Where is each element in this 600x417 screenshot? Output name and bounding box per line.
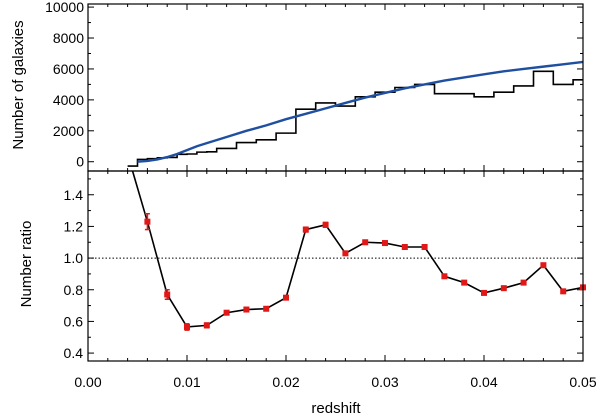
ratio-point	[184, 323, 190, 330]
bottom-plot-frame	[87, 170, 584, 362]
top-y-tick-label: 6000	[53, 61, 84, 77]
bottom-y-tick-label: 0.8	[64, 282, 84, 298]
top-y-tick-label: 8000	[53, 30, 84, 46]
ratio-point	[560, 288, 567, 295]
histogram-series	[127, 70, 583, 167]
top-y-tick-label: 0	[76, 154, 84, 170]
x-tick-label: 0.04	[470, 374, 497, 390]
ratio-line-series	[131, 170, 584, 328]
x-tick-label: 0.03	[371, 374, 398, 390]
x-tick-label: 0.00	[74, 374, 101, 390]
ratio-point	[461, 279, 468, 286]
x-tick-label: 0.01	[173, 374, 200, 390]
bottom-ylabel: Number ratio	[18, 221, 35, 308]
ratio-point	[243, 306, 250, 313]
ratio-point	[203, 322, 210, 329]
ratio-point	[283, 294, 289, 301]
bottom-y-tick-label: 0.6	[64, 313, 84, 329]
ratio-point	[223, 309, 230, 316]
top-panel: 0 2000 4000 6000 8000 10000	[45, 0, 584, 172]
ratio-point	[302, 226, 309, 233]
x-tick-label: 0.05	[569, 374, 596, 390]
ratio-point	[540, 262, 547, 269]
ratio-point	[401, 244, 408, 250]
top-y-tick-label: 4000	[53, 92, 84, 108]
x-axis-label: redshift	[311, 400, 361, 417]
ratio-point	[342, 250, 349, 257]
bottom-y-tick-label: 1.0	[64, 250, 84, 266]
bottom-y-tick-label: 1.4	[64, 187, 84, 203]
ratio-point	[382, 240, 388, 247]
x-tick-label: 0.02	[272, 374, 299, 390]
ratio-point	[144, 218, 151, 225]
ratio-point	[520, 279, 527, 286]
bottom-panel: 0.00 0.01 0.02 0.03 0.04 0.05 0.4 0.6 0.8 1.0 1.2 1…	[64, 170, 597, 390]
ratio-point	[500, 285, 507, 292]
top-plot-frame	[87, 3, 584, 172]
ratio-point	[441, 273, 448, 280]
top-y-tick-label: 2000	[53, 123, 84, 139]
ratio-point	[322, 221, 329, 228]
ratio-point	[164, 291, 171, 298]
model-curve-series	[137, 60, 584, 163]
ratio-point	[362, 239, 369, 246]
bottom-y-tick-label: 0.4	[64, 345, 84, 361]
top-ylabel: Number of galaxies	[10, 20, 27, 149]
ratio-point	[263, 305, 270, 312]
bottom-y-tick-label: 1.2	[64, 218, 84, 234]
ratio-point	[481, 289, 487, 296]
top-y-tick-label: 10000	[45, 0, 84, 15]
ratio-point	[421, 244, 428, 250]
